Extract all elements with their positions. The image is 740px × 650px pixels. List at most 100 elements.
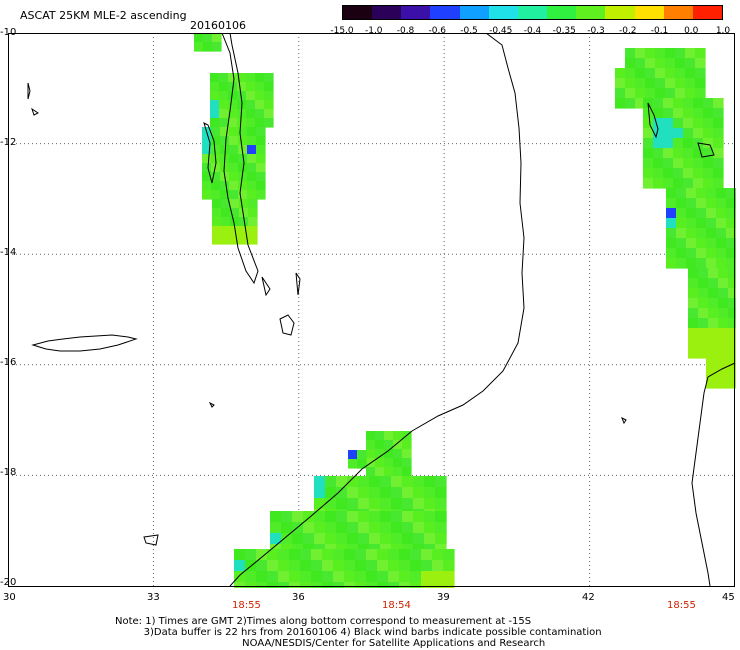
swath-cell bbox=[255, 73, 265, 83]
swath-cell bbox=[264, 118, 274, 128]
swath-cell bbox=[402, 467, 412, 477]
swath-cell bbox=[212, 33, 222, 43]
swath-cell bbox=[716, 368, 727, 379]
swath-cell bbox=[355, 549, 367, 561]
swath-cell bbox=[703, 148, 714, 159]
swath-cell bbox=[726, 208, 736, 219]
swath-cell bbox=[655, 78, 666, 89]
swath-cell bbox=[325, 522, 337, 534]
swath-cell bbox=[311, 549, 323, 561]
swath-cell bbox=[239, 199, 249, 209]
swath-cell bbox=[443, 582, 455, 588]
swath-cell bbox=[693, 118, 704, 129]
swath-cell bbox=[228, 91, 238, 101]
swath-cell bbox=[289, 549, 301, 561]
swath-cell bbox=[210, 91, 220, 101]
swath-cell bbox=[247, 172, 257, 182]
latitude-label: -10 bbox=[0, 27, 17, 38]
swath-cell bbox=[706, 228, 717, 239]
swath-cell bbox=[663, 178, 674, 189]
swath-cell bbox=[238, 172, 248, 182]
swath-cell bbox=[247, 136, 257, 146]
swath-cell bbox=[380, 522, 392, 534]
swath-cell bbox=[706, 358, 717, 369]
swath-cell bbox=[673, 138, 684, 149]
swath-cell bbox=[666, 218, 677, 229]
swath-cell bbox=[402, 522, 414, 534]
longitude-label: 33 bbox=[147, 592, 160, 603]
swath-cell bbox=[230, 235, 240, 245]
swath-cell bbox=[663, 128, 674, 139]
swath-cell bbox=[228, 109, 238, 119]
swath-cell bbox=[728, 338, 736, 349]
swath-cell bbox=[716, 378, 727, 389]
swath-cell bbox=[685, 68, 696, 79]
coastline-segment bbox=[31, 334, 138, 352]
swath-cell bbox=[718, 348, 729, 359]
swath-cell bbox=[693, 178, 704, 189]
swath-cell bbox=[708, 338, 719, 349]
swath-cell bbox=[410, 549, 422, 561]
swath-cell bbox=[683, 118, 694, 129]
swath-cell bbox=[695, 48, 706, 59]
swath-cell bbox=[413, 533, 425, 545]
swath-cell bbox=[203, 33, 213, 43]
swath-cell bbox=[267, 549, 279, 561]
colorbar-tick-label: 1.0 bbox=[715, 26, 731, 36]
swath-cell bbox=[358, 533, 370, 545]
swath-cell bbox=[303, 511, 315, 523]
swath-cell bbox=[653, 138, 664, 149]
swath-cell bbox=[655, 48, 666, 59]
swath-cell bbox=[666, 238, 677, 249]
swath-cell bbox=[202, 154, 212, 164]
swath-cell bbox=[424, 498, 436, 510]
swath-cell bbox=[247, 163, 257, 173]
swath-cell bbox=[643, 108, 654, 119]
colorbar-segment bbox=[576, 6, 606, 19]
swath-cell bbox=[384, 431, 394, 441]
swath-cell bbox=[666, 198, 677, 209]
swath-cell bbox=[665, 88, 676, 99]
swath-cell bbox=[278, 549, 290, 561]
swath-cell bbox=[432, 582, 444, 588]
swath-cell bbox=[718, 278, 729, 289]
swath-cell bbox=[708, 288, 719, 299]
swath-cell bbox=[708, 348, 719, 359]
swath-cell bbox=[256, 127, 266, 137]
swath-cell bbox=[211, 163, 221, 173]
swath-cell bbox=[267, 582, 279, 588]
swath-cell bbox=[384, 458, 394, 468]
swath-cell bbox=[377, 560, 389, 572]
swath-cell bbox=[696, 198, 707, 209]
swath-cell bbox=[713, 178, 724, 189]
swath-cell bbox=[696, 218, 707, 229]
swath-cell bbox=[716, 218, 727, 229]
swath-cell bbox=[369, 533, 381, 545]
swath-cell bbox=[366, 582, 378, 588]
swath-cell bbox=[693, 148, 704, 159]
swath-cell bbox=[219, 100, 229, 110]
swath-cell bbox=[303, 533, 315, 545]
swath-cell bbox=[698, 308, 709, 319]
swath-cell bbox=[666, 228, 677, 239]
swath-cell bbox=[665, 58, 676, 69]
swath-cell bbox=[366, 467, 376, 477]
swath-cell bbox=[424, 522, 436, 534]
swath-cell bbox=[391, 476, 403, 488]
colorbar-tick-labels: -15.0 -1.0 -0.8 -0.6 -0.5 -0.45 -0.4 -0.35 -0.3 -… bbox=[330, 26, 730, 38]
swath-cell bbox=[366, 560, 378, 572]
swath-cell bbox=[688, 328, 699, 339]
swath-cell bbox=[676, 208, 687, 219]
swath-cell bbox=[708, 298, 719, 309]
swath-cell bbox=[718, 328, 729, 339]
swath-cell bbox=[228, 73, 238, 83]
swath-cell bbox=[686, 198, 697, 209]
swath-cell bbox=[219, 118, 229, 128]
swath-cell bbox=[219, 82, 229, 92]
coastline-segment bbox=[143, 534, 159, 546]
swath-cell bbox=[703, 98, 714, 109]
swath-cell bbox=[229, 190, 239, 200]
measurement-time-label: 18:54 bbox=[382, 600, 411, 611]
swath-cell bbox=[686, 188, 697, 199]
swath-cell bbox=[643, 168, 654, 179]
